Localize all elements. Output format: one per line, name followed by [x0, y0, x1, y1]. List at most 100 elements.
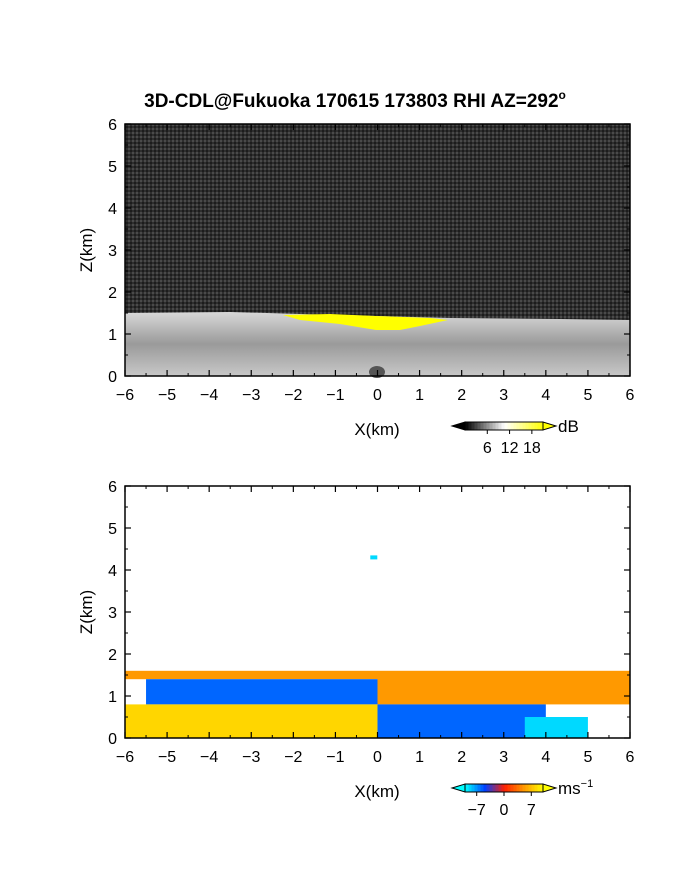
x-tick-label: 1 — [415, 387, 424, 404]
x-tick-label: 0 — [373, 749, 382, 766]
x-tick-label: 3 — [499, 749, 508, 766]
colorbar-cell — [519, 784, 523, 792]
colorbar-cell — [522, 422, 526, 430]
y-tick-label: 4 — [108, 563, 117, 580]
colorbar-cell — [516, 422, 520, 430]
intensity-colorbar-left-arrow — [450, 421, 466, 431]
colorbar-cell — [540, 422, 544, 430]
y-tick-label: 1 — [108, 327, 117, 344]
velocity-region — [125, 670, 378, 680]
x-tick-label: −5 — [158, 749, 176, 766]
colorbar-tick-label: 18 — [523, 440, 541, 457]
colorbar-cell — [477, 422, 481, 430]
x-tick-label: −4 — [200, 749, 218, 766]
colorbar-cell — [486, 784, 490, 792]
velocity-y-ticks: 0 1 2 3 4 5 6 — [108, 479, 630, 748]
x-tick-label: −4 — [200, 387, 218, 404]
colorbar-cell — [513, 422, 517, 430]
intensity-x-axis-label: X(km) — [354, 420, 399, 439]
x-tick-label: 0 — [373, 387, 382, 404]
colorbar-cell — [483, 422, 487, 430]
intensity-colorbar-right-arrow — [542, 421, 558, 431]
y-tick-label: 6 — [108, 117, 117, 134]
x-tick-label: 4 — [541, 749, 550, 766]
colorbar-cell — [501, 422, 505, 430]
colorbar-cell — [510, 784, 514, 792]
x-tick-label: 3 — [499, 387, 508, 404]
velocity-y-axis-label: Z(km) — [77, 590, 96, 634]
colorbar-cell — [486, 422, 490, 430]
colorbar-cell — [507, 422, 511, 430]
colorbar-cell — [531, 784, 535, 792]
colorbar-cell — [489, 422, 493, 430]
colorbar-cell — [522, 784, 526, 792]
x-tick-label: 6 — [626, 749, 635, 766]
colorbar-cell — [528, 422, 532, 430]
colorbar-cell — [468, 422, 472, 430]
velocity-region — [524, 717, 588, 738]
x-tick-label: 5 — [583, 749, 592, 766]
colorbar-cell — [495, 784, 499, 792]
intensity-colorbar-bar — [464, 421, 544, 431]
colorbar-cell — [483, 784, 487, 792]
colorbar-cell — [504, 422, 508, 430]
colorbar-cell — [465, 784, 469, 792]
colorbar-cell — [513, 784, 517, 792]
velocity-colorbar-unit: ms−1 — [558, 778, 593, 798]
velocity-isolated-echo — [370, 555, 378, 560]
x-tick-label: −3 — [242, 749, 260, 766]
intensity-y-axis-label: Z(km) — [77, 228, 96, 272]
x-tick-label: −2 — [284, 387, 302, 404]
colorbar-cell — [465, 422, 469, 430]
velocity-colorbar-left-arrow — [450, 783, 466, 793]
colorbar-cell — [495, 422, 499, 430]
colorbar-cell — [480, 784, 484, 792]
colorbar-cell — [474, 784, 478, 792]
colorbar-cell — [471, 784, 475, 792]
x-tick-label: −2 — [284, 749, 302, 766]
colorbar-cell — [537, 422, 541, 430]
colorbar-cell — [540, 784, 544, 792]
y-tick-label: 1 — [108, 689, 117, 706]
velocity-region — [146, 679, 378, 705]
colorbar-tick-label: 6 — [483, 440, 492, 457]
y-tick-label: 3 — [108, 605, 117, 622]
colorbar-cell — [510, 422, 514, 430]
colorbar-cell — [498, 784, 502, 792]
y-tick-label: 5 — [108, 521, 117, 538]
colorbar-cell — [504, 784, 508, 792]
colorbar-cell — [480, 422, 484, 430]
y-tick-label: 2 — [108, 285, 117, 302]
colorbar-tick-label: 7 — [527, 802, 536, 819]
velocity-x-ticks: −6 −5 −4 −3 −2 −1 0 1 2 3 4 5 6 — [116, 486, 635, 766]
intensity-aerosol-layer — [125, 312, 630, 376]
y-tick-label: 0 — [108, 369, 117, 386]
colorbar-cell — [501, 784, 505, 792]
x-tick-label: −6 — [116, 387, 134, 404]
colorbar-cell — [525, 422, 529, 430]
velocity-region — [377, 670, 630, 705]
x-tick-label: −1 — [326, 749, 344, 766]
x-tick-label: −5 — [158, 387, 176, 404]
colorbar-cell — [474, 422, 478, 430]
colorbar-cell — [516, 784, 520, 792]
x-tick-label: −3 — [242, 387, 260, 404]
velocity-colorbar-right-arrow — [542, 783, 558, 793]
intensity-y-ticks: 0 1 2 3 4 5 6 — [108, 117, 630, 386]
y-tick-label: 5 — [108, 159, 117, 176]
colorbar-cell — [525, 784, 529, 792]
intensity-plot-area — [125, 124, 630, 378]
x-tick-label: 1 — [415, 749, 424, 766]
colorbar-cell — [477, 784, 481, 792]
x-tick-label: −6 — [116, 749, 134, 766]
chart-title: 3D-CDL@Fukuoka 170615 173803 RHI AZ=292o — [144, 88, 566, 112]
intensity-saturated-band — [283, 314, 448, 330]
velocity-x-axis-label: X(km) — [354, 782, 399, 801]
velocity-regions — [125, 670, 630, 738]
colorbar-tick-label: −7 — [468, 802, 486, 819]
colorbar-cell — [507, 784, 511, 792]
colorbar-cell — [471, 422, 475, 430]
colorbar-cell — [489, 784, 493, 792]
